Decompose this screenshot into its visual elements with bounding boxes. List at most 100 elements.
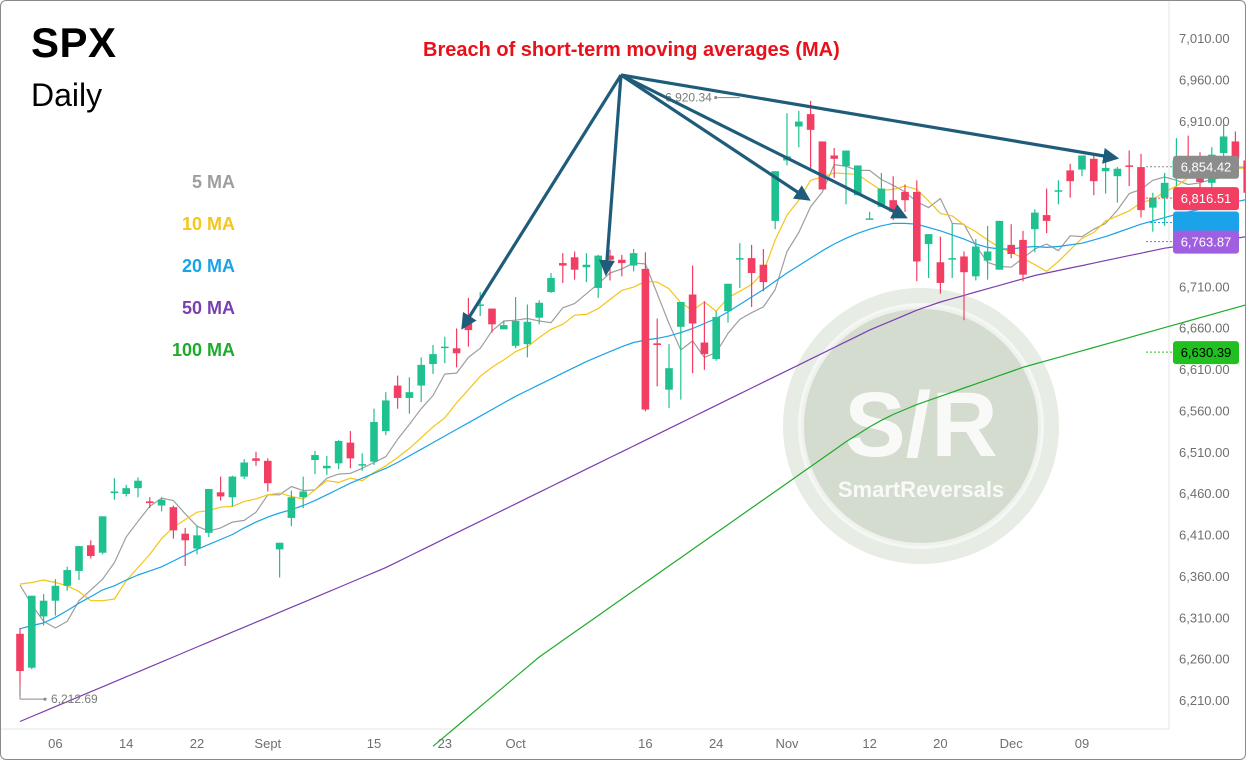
candle (854, 165, 862, 196)
candle (972, 239, 980, 281)
y-tick-label: 6,510.00 (1179, 445, 1230, 460)
candle (535, 300, 543, 325)
candle (877, 172, 886, 207)
candle-body (688, 294, 697, 324)
candle (28, 595, 36, 670)
candle-body (334, 440, 343, 464)
price-label-box (1173, 211, 1239, 235)
ma-legend: 5 MA 10 MA 20 MA 50 MA 100 MA (121, 169, 235, 379)
candle-body (913, 191, 921, 262)
candle-body (358, 464, 366, 466)
candle-body (405, 392, 414, 398)
candle (216, 476, 225, 501)
candle (830, 148, 838, 178)
price-label: 6,816.51 (1173, 187, 1239, 211)
candle (323, 455, 331, 475)
candle (747, 244, 756, 307)
candle (1101, 160, 1110, 194)
candle (1019, 230, 1027, 282)
candle-body (98, 516, 107, 553)
candle (252, 451, 260, 466)
candle-body (948, 258, 956, 260)
candle (1149, 192, 1157, 232)
candle-body (582, 264, 591, 268)
y-tick-label: 7,010.00 (1179, 31, 1230, 46)
candle (488, 308, 496, 333)
price-label: 6,854.42 (1173, 155, 1239, 179)
candle (618, 254, 626, 277)
x-tick-label: 09 (1075, 736, 1089, 751)
candle-body (488, 308, 496, 325)
x-tick-label: 12 (862, 736, 876, 751)
candle (511, 297, 520, 349)
candle-body (370, 421, 378, 462)
candle (1113, 167, 1122, 203)
price-label-text: 6,854.42 (1181, 160, 1232, 175)
candle-body (806, 114, 815, 130)
candle-body (700, 342, 709, 355)
candle-body (205, 488, 213, 533)
candle (205, 488, 213, 537)
candle (570, 251, 579, 280)
candle (1078, 155, 1086, 177)
candle-body (63, 570, 71, 586)
candle (865, 211, 874, 220)
candle-body (1149, 197, 1157, 208)
x-tick-label: Sept (254, 736, 281, 751)
candle (134, 477, 142, 498)
candle-body (1007, 244, 1015, 254)
candle (842, 150, 850, 205)
candle (795, 110, 803, 148)
annotation-arrow (620, 73, 811, 201)
candle (275, 542, 284, 578)
candle-body (865, 218, 874, 220)
price-label-text: 6,816.51 (1181, 191, 1232, 206)
candle (51, 579, 60, 616)
price-label-box (1173, 187, 1239, 211)
candle-body (346, 442, 355, 459)
candle-body (759, 264, 768, 283)
candle-body (936, 262, 945, 283)
candle-body (452, 348, 461, 354)
annotation-arrow (620, 73, 1120, 164)
candle-body (1078, 155, 1086, 170)
candle (181, 527, 189, 566)
candle (87, 540, 95, 559)
legend-20-ma: 20 MA (181, 256, 235, 276)
annotation-headline: Breach of short-term moving averages (MA… (423, 39, 840, 61)
candle-body (16, 633, 24, 672)
candle-body (653, 343, 661, 346)
x-tick-label: 23 (438, 736, 452, 751)
candle-body (771, 171, 779, 221)
candle-body (924, 234, 933, 245)
watermark-logo-text: S/R (844, 374, 997, 476)
candle-body (547, 277, 555, 293)
candle-body (1066, 170, 1074, 182)
candle (653, 318, 661, 387)
candle-body (275, 542, 284, 550)
candle (1007, 224, 1015, 259)
candle (39, 594, 48, 626)
candle (405, 377, 414, 414)
candle-body (181, 533, 189, 541)
candle-body (134, 480, 142, 489)
candle (240, 459, 248, 480)
candle-body (594, 255, 602, 288)
candle-body (747, 258, 756, 274)
legend-100-ma: 100 MA (171, 340, 235, 360)
y-tick-label: 6,310.00 (1179, 610, 1230, 625)
candle-body (51, 585, 60, 601)
annotation-arrow (598, 74, 623, 277)
watermark-inner-disc (798, 303, 1044, 549)
candle (393, 375, 402, 409)
low-marker-label: 6,212.69 (51, 692, 98, 706)
candle-body (818, 141, 827, 190)
candle (629, 249, 638, 272)
candle-body (511, 321, 520, 346)
candle-body (393, 385, 402, 398)
x-tick-label: 22 (190, 736, 204, 751)
annotation-arrow (461, 74, 623, 330)
candle (228, 475, 237, 507)
x-tick-label: 20 (933, 736, 947, 751)
